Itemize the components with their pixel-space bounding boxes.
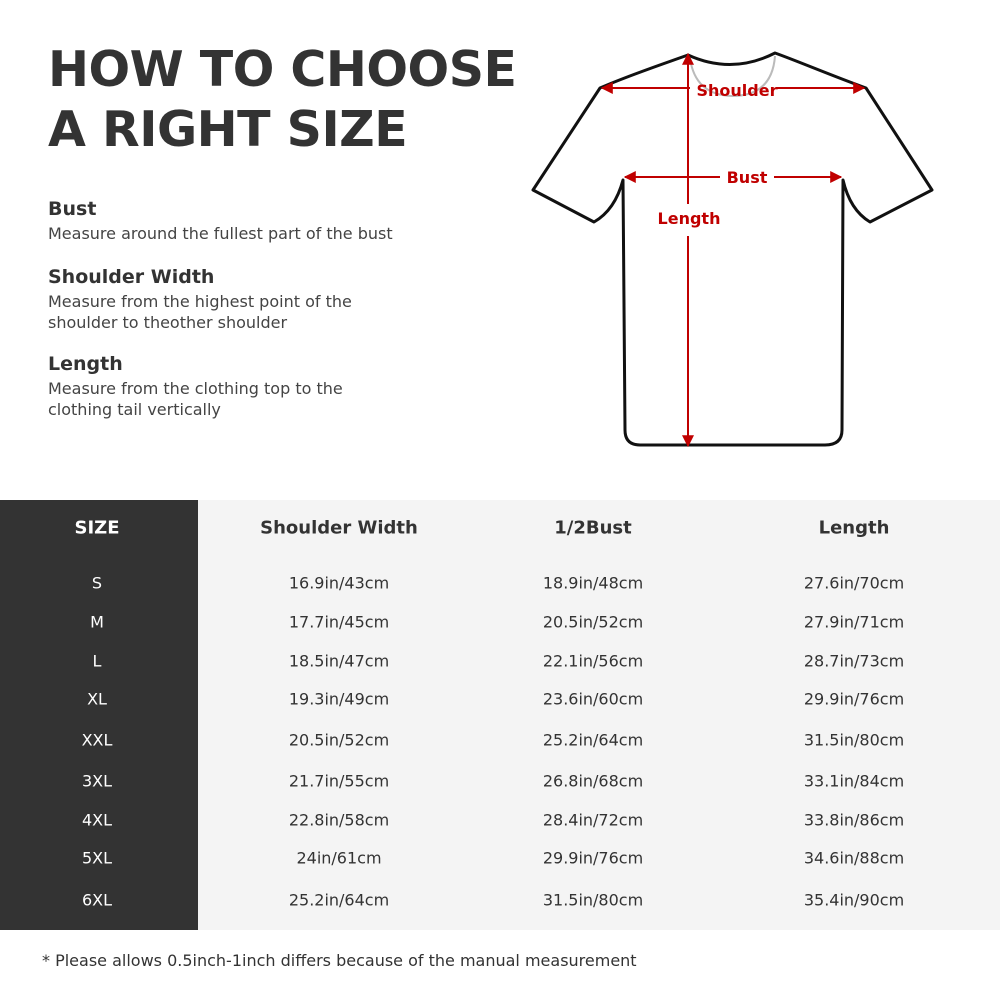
guide-heading: Bust <box>48 198 97 220</box>
size-label: S <box>91 573 103 593</box>
table-cell: 27.9in/71cm <box>803 612 905 632</box>
table-cell: 18.9in/48cm <box>542 573 644 593</box>
column-header: SIZE <box>74 517 120 539</box>
guide-shoulder: Shoulder Width Measure from the highest … <box>48 265 388 333</box>
size-label: L <box>92 651 102 671</box>
size-label: 4XL <box>81 810 113 830</box>
size-label: 5XL <box>81 848 113 868</box>
guide-heading: Length <box>48 353 123 375</box>
length-label: Length <box>658 209 721 228</box>
size-label: XXL <box>81 730 113 750</box>
bust-label: Bust <box>727 168 768 187</box>
size-label: XL <box>87 689 107 709</box>
shoulder-label: Shoulder <box>697 81 778 100</box>
neckline <box>689 55 776 98</box>
table-cell: 31.5in/80cm <box>803 730 905 750</box>
table-cell: 21.7in/55cm <box>288 771 390 791</box>
size-label: 6XL <box>81 890 113 910</box>
table-cell: 26.8in/68cm <box>542 771 644 791</box>
column-header: 1/2Bust <box>554 517 632 539</box>
column-header: Shoulder Width <box>260 517 418 539</box>
guide-length: Length Measure from the clothing top to … <box>48 352 378 420</box>
table-cell: 17.7in/45cm <box>288 612 390 632</box>
guide-text: Measure around the fullest part of the b… <box>48 224 393 243</box>
table-cell: 31.5in/80cm <box>542 890 644 910</box>
table-cell: 18.5in/47cm <box>288 651 390 671</box>
tshirt-outline <box>531 51 934 447</box>
table-cell: 29.9in/76cm <box>542 848 644 868</box>
table-cell: 34.6in/88cm <box>803 848 905 868</box>
column-header: Length <box>818 517 890 539</box>
table-cell: 20.5in/52cm <box>288 730 390 750</box>
guide-bust: Bust Measure around the fullest part of … <box>48 197 468 244</box>
table-cell: 33.8in/86cm <box>803 810 905 830</box>
guide-text: Measure from the clothing top to the clo… <box>48 379 343 419</box>
size-table: SIZE S M L XL XXL 3XL 4XL 5XL 6XL Shoulder Width 1… <box>0 500 1000 930</box>
footer-note: * Please allows 0.5inch-1inch differs be… <box>42 951 637 970</box>
title-line-2: A RIGHT SIZE <box>48 101 408 158</box>
page-title: HOW TO CHOOSE A RIGHT SIZE <box>48 40 517 160</box>
table-cell: 22.8in/58cm <box>288 810 390 830</box>
table-cell: 28.7in/73cm <box>803 651 905 671</box>
title-line-1: HOW TO CHOOSE <box>48 41 517 98</box>
table-cell: 25.2in/64cm <box>542 730 644 750</box>
guide-text: Measure from the highest point of the sh… <box>48 292 352 332</box>
table-cell: 27.6in/70cm <box>803 573 905 593</box>
table-cell: 19.3in/49cm <box>288 689 390 709</box>
size-column: SIZE S M L XL XXL 3XL 4XL 5XL 6XL <box>0 500 198 930</box>
table-cell: 20.5in/52cm <box>542 612 644 632</box>
table-cell: 24in/61cm <box>296 848 382 868</box>
tshirt-diagram: Shoulder Bust Length <box>531 51 934 448</box>
guide-heading: Shoulder Width <box>48 266 215 288</box>
table-cell: 28.4in/72cm <box>542 810 644 830</box>
table-cell: 23.6in/60cm <box>542 689 644 709</box>
table-cell: 22.1in/56cm <box>542 651 644 671</box>
table-cell: 33.1in/84cm <box>803 771 905 791</box>
size-label: M <box>90 612 104 632</box>
table-cell: 35.4in/90cm <box>803 890 905 910</box>
size-label: 3XL <box>81 771 113 791</box>
table-cell: 29.9in/76cm <box>803 689 905 709</box>
table-cell: 16.9in/43cm <box>288 573 390 593</box>
table-cell: 25.2in/64cm <box>288 890 390 910</box>
